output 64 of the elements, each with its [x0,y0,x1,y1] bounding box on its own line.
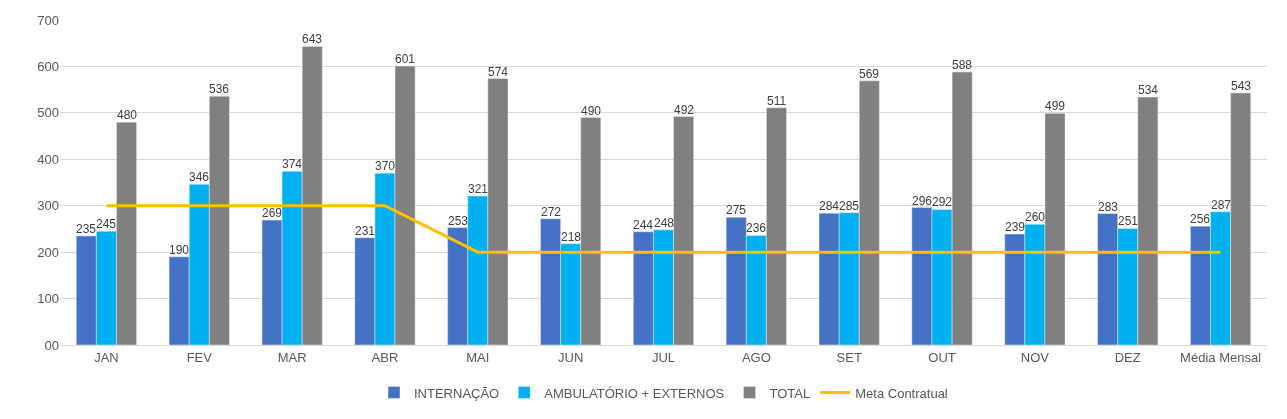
x-tick-label: OUT [928,349,956,365]
data-label: 260 [1025,210,1046,224]
x-tick-label: MAR [277,349,307,365]
data-label: 346 [189,170,210,184]
y-tick-label: 700 [37,12,59,28]
data-label: 374 [282,157,303,171]
data-label: 235 [76,222,97,236]
y-tick-label: 300 [37,198,59,214]
data-label: 543 [1231,79,1252,93]
x-tick-label: JUN [558,349,584,365]
legend-label: INTERNAÇÃO [414,385,500,401]
data-label: 285 [839,199,860,213]
y-tick-label: 600 [37,58,59,74]
data-label: 251 [1118,214,1139,228]
data-label: 569 [859,67,880,81]
data-label: 574 [488,65,509,79]
data-label: 643 [302,32,323,46]
data-label: 292 [932,195,953,209]
data-label: 536 [209,82,230,96]
data-label: 236 [746,221,767,235]
y-tick-label: 400 [37,151,59,167]
x-tick-label: SET [836,349,862,365]
data-label: 253 [448,214,469,228]
data-label: 499 [1045,99,1066,113]
x-tick-label: FEV [186,349,213,365]
data-label: 272 [541,205,562,219]
data-label: 218 [561,230,582,244]
data-label: 370 [375,159,396,173]
data-label: 296 [912,194,933,208]
data-label: 287 [1211,198,1232,212]
data-label: 588 [952,58,973,72]
y-tick-label: 00 [44,337,59,353]
x-tick-label: MAI [466,349,490,365]
legend-label: Meta Contratual [855,385,948,401]
data-label: 534 [1138,83,1159,97]
data-label: 492 [674,103,695,117]
data-label: 248 [654,216,675,230]
x-tick-label: AGO [741,349,771,365]
data-label: 269 [262,206,283,220]
x-tick-label: NOV [1020,349,1050,365]
data-label: 284 [819,199,840,213]
y-tick-label: 200 [37,244,59,260]
data-label: 256 [1190,212,1211,226]
x-tick-label: JAN [94,349,119,365]
data-label: 245 [96,217,117,231]
data-label: 244 [633,218,654,232]
x-tick-label: JUL [651,349,676,365]
y-tick-label: 500 [37,105,59,121]
data-label: 601 [395,52,416,66]
data-label: 231 [355,224,376,238]
y-tick-label: 100 [37,291,59,307]
x-tick-label: DEZ [1114,349,1141,365]
data-label: 480 [117,108,138,122]
legend-label: TOTAL [769,385,811,401]
data-label: 490 [581,104,602,118]
legend-label: AMBULATÓRIO + EXTERNOS [544,385,725,401]
x-tick-label: ABR [371,349,399,365]
data-label: 239 [1005,220,1026,234]
data-label: 321 [468,182,489,196]
data-label: 275 [726,203,747,217]
data-label: 283 [1098,200,1119,214]
data-label: 511 [767,94,787,108]
x-tick-label: Média Mensal [1180,349,1262,365]
data-label: 190 [169,243,190,257]
